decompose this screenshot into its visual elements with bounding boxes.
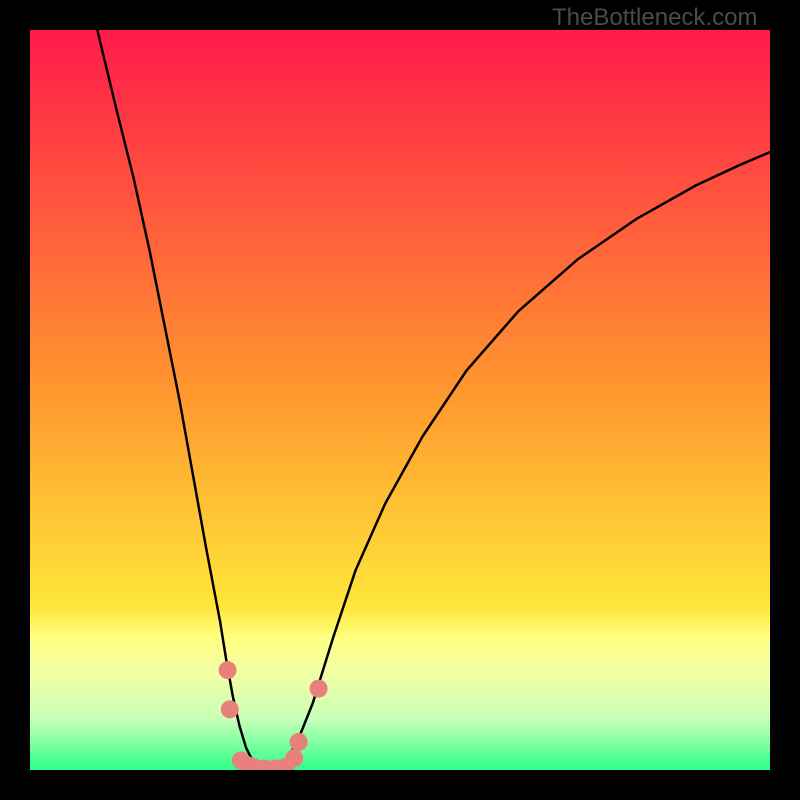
watermark-text: TheBottleneck.com: [552, 4, 757, 32]
marker-point: [290, 733, 308, 751]
curve-layer: [0, 0, 800, 800]
markers-group: [219, 661, 328, 777]
bottleneck-curve: [97, 30, 770, 769]
chart-container: TheBottleneck.com: [0, 0, 800, 800]
marker-point: [219, 661, 237, 679]
marker-point: [221, 700, 239, 718]
marker-point: [310, 680, 328, 698]
marker-point: [285, 749, 303, 767]
